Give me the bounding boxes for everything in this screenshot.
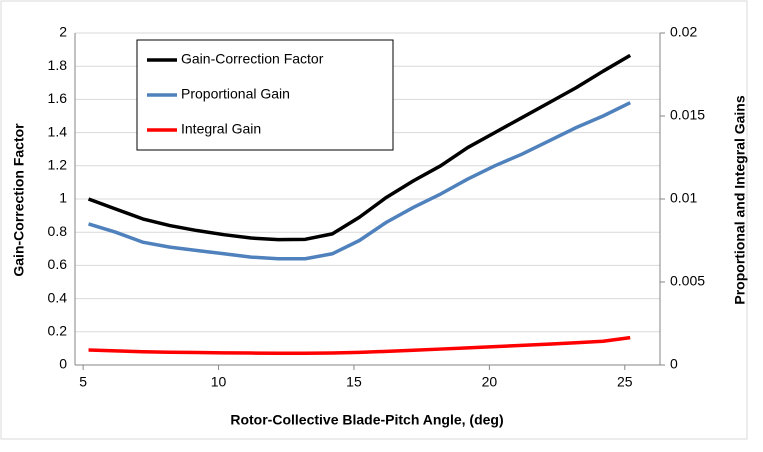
x-tick-label: 10 xyxy=(211,374,227,390)
x-tick-label: 15 xyxy=(346,374,362,390)
legend-label: Integral Gain xyxy=(181,121,261,137)
y-tick-label: 0.8 xyxy=(48,223,68,239)
y-axis-label: Gain-Correction Factor xyxy=(11,123,27,277)
series-line xyxy=(87,53,632,242)
x-tick-label: 20 xyxy=(482,374,498,390)
y2-tick-label: 0.01 xyxy=(670,190,697,206)
y-tick-label: 0 xyxy=(59,356,67,372)
y2-tick-label: 0.015 xyxy=(670,107,705,123)
y2-axis-label: Proportional and Integral Gains xyxy=(732,95,748,304)
legend-box xyxy=(136,39,394,151)
y-tick-label: 0.2 xyxy=(48,323,68,339)
y-tick-label: 1.8 xyxy=(48,57,68,73)
y2-tick-label: 0.02 xyxy=(670,24,697,40)
y-tick-label: 0.6 xyxy=(48,256,68,272)
y-tick-label: 2 xyxy=(59,24,67,40)
series-line xyxy=(88,335,631,355)
legend-label: Proportional Gain xyxy=(181,86,290,102)
x-tick-label: 25 xyxy=(617,374,633,390)
y-tick-label: 1.6 xyxy=(48,90,68,106)
y-tick-label: 1.4 xyxy=(48,123,68,139)
legend-label: Gain-Correction Factor xyxy=(181,51,324,67)
y2-tick-label: 0.005 xyxy=(670,273,705,289)
x-tick-label: 5 xyxy=(79,374,87,390)
series-line xyxy=(88,101,631,261)
y-tick-label: 0.4 xyxy=(48,289,68,305)
y-tick-label: 1.2 xyxy=(48,157,68,173)
y2-tick-label: 0 xyxy=(670,356,678,372)
y-tick-label: 1 xyxy=(59,190,67,206)
x-axis-label: Rotor-Collective Blade-Pitch Angle, (deg… xyxy=(230,412,503,428)
